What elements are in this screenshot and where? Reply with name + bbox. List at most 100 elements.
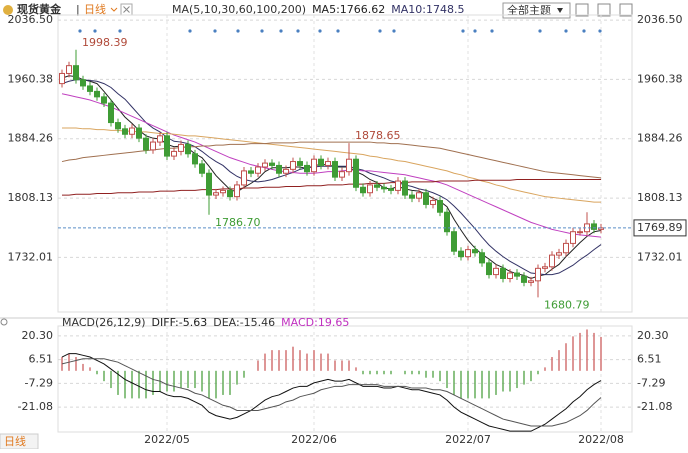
candle-body xyxy=(269,162,275,166)
candle-body xyxy=(360,186,366,194)
candle-body xyxy=(66,65,72,74)
symbol-icon xyxy=(3,5,13,15)
candle-body xyxy=(535,267,541,282)
tool-icon[interactable] xyxy=(597,3,611,17)
candle-body xyxy=(437,200,443,213)
candle-body xyxy=(381,186,387,190)
x-tick-label: 2022/05 xyxy=(144,433,190,446)
candle-body xyxy=(283,168,289,174)
candle-body xyxy=(332,161,338,178)
macd-pane-frame xyxy=(57,325,633,433)
candle-body xyxy=(234,184,240,198)
legend-item: MACD:19.65 xyxy=(281,316,349,329)
candle-body xyxy=(479,252,485,264)
candle-body xyxy=(164,135,170,157)
candle-body xyxy=(451,231,457,252)
y-tick-label: 2036.50 xyxy=(8,13,54,26)
candle-body xyxy=(304,164,310,173)
candle-body xyxy=(486,262,492,276)
candle-body xyxy=(374,184,380,188)
candle-body xyxy=(465,249,471,258)
extreme-label: 1680.79 xyxy=(544,298,590,311)
footer-tab-label[interactable]: 日线 xyxy=(4,434,26,448)
event-markers xyxy=(78,29,602,33)
legend-item: MA5:1766.62 xyxy=(312,3,385,16)
candle-body xyxy=(318,158,324,166)
candle-body xyxy=(521,275,527,283)
extreme-label: 1998.39 xyxy=(82,36,128,49)
y-tick-label-right: -7.29 xyxy=(637,376,665,389)
y-tick-label-right: -21.08 xyxy=(637,400,672,413)
y-tick-label-right: 1960.38 xyxy=(637,72,683,85)
period-selector[interactable]: 日线 xyxy=(84,2,106,16)
tool-icon[interactable] xyxy=(619,3,633,17)
candle-body xyxy=(416,192,422,199)
theme-button[interactable] xyxy=(502,2,571,19)
legend-item: DEA:-15.46 xyxy=(213,316,275,329)
candle-body xyxy=(80,79,86,87)
candle-body xyxy=(122,128,128,135)
candle-body xyxy=(409,194,415,199)
candle-body xyxy=(367,184,373,194)
candle-body xyxy=(311,158,317,173)
y-tick-label: 6.51 xyxy=(29,353,54,366)
candle-body xyxy=(458,250,464,258)
candle-body xyxy=(325,161,331,166)
legend-item: MA10:1748.5 xyxy=(391,3,464,16)
last-price-tag xyxy=(633,219,687,237)
candle-body xyxy=(262,162,268,168)
close-cross xyxy=(123,6,130,13)
candle-body xyxy=(542,266,548,269)
candle-body xyxy=(129,127,135,135)
symbol-name[interactable]: 现货黄金 xyxy=(17,2,62,16)
line-series xyxy=(61,93,602,238)
y-tick-label-right: 1884.26 xyxy=(637,132,683,145)
y-tick-label: -7.29 xyxy=(25,376,53,389)
candle-body xyxy=(388,188,394,191)
candle-body xyxy=(500,267,506,279)
candle-body xyxy=(570,231,576,244)
candle-body xyxy=(276,164,282,174)
y-tick-label-right: 1808.13 xyxy=(637,191,683,204)
candle-body xyxy=(402,180,408,196)
x-tick-label: 2022/07 xyxy=(445,433,491,446)
separator: | xyxy=(76,3,80,16)
candle-body xyxy=(591,223,597,230)
candle-body xyxy=(395,180,401,191)
candle-body xyxy=(101,96,107,104)
candle-body xyxy=(199,163,205,174)
theme-dropdown-arrow xyxy=(557,8,563,13)
candle-body xyxy=(94,90,100,98)
candle-body xyxy=(227,189,233,198)
candle-body xyxy=(556,252,562,256)
candle-body xyxy=(220,189,226,194)
candle-body xyxy=(192,153,198,165)
theme-button-label[interactable]: 全部主题 xyxy=(507,3,551,17)
candle-body xyxy=(346,158,352,173)
price-pane-frame xyxy=(57,14,633,313)
candle-body xyxy=(444,211,450,233)
x-tick-label: 2022/06 xyxy=(291,433,337,446)
candle-body xyxy=(549,254,555,268)
tool-icon[interactable] xyxy=(575,3,589,17)
line-series xyxy=(61,353,602,432)
y-tick-label: 1884.26 xyxy=(8,132,54,145)
y-tick-label-right: 1732.01 xyxy=(637,250,683,263)
candle-body xyxy=(157,135,163,143)
candle-body xyxy=(507,272,513,279)
candle-body xyxy=(255,166,261,174)
candle-body xyxy=(178,143,184,152)
crosshair-icon[interactable] xyxy=(0,318,8,326)
line-series xyxy=(62,127,601,203)
line-series xyxy=(61,79,602,276)
candle-body xyxy=(115,122,121,130)
candle-body xyxy=(73,65,79,81)
y-tick-label: 1960.38 xyxy=(8,72,54,85)
period-dropdown-arrow[interactable] xyxy=(110,7,118,12)
candle-body xyxy=(87,85,93,92)
y-tick-label: 1732.01 xyxy=(8,250,54,263)
candle-body xyxy=(577,231,583,234)
y-tick-label-right: 20.30 xyxy=(637,329,669,342)
candle-body xyxy=(563,242,569,254)
